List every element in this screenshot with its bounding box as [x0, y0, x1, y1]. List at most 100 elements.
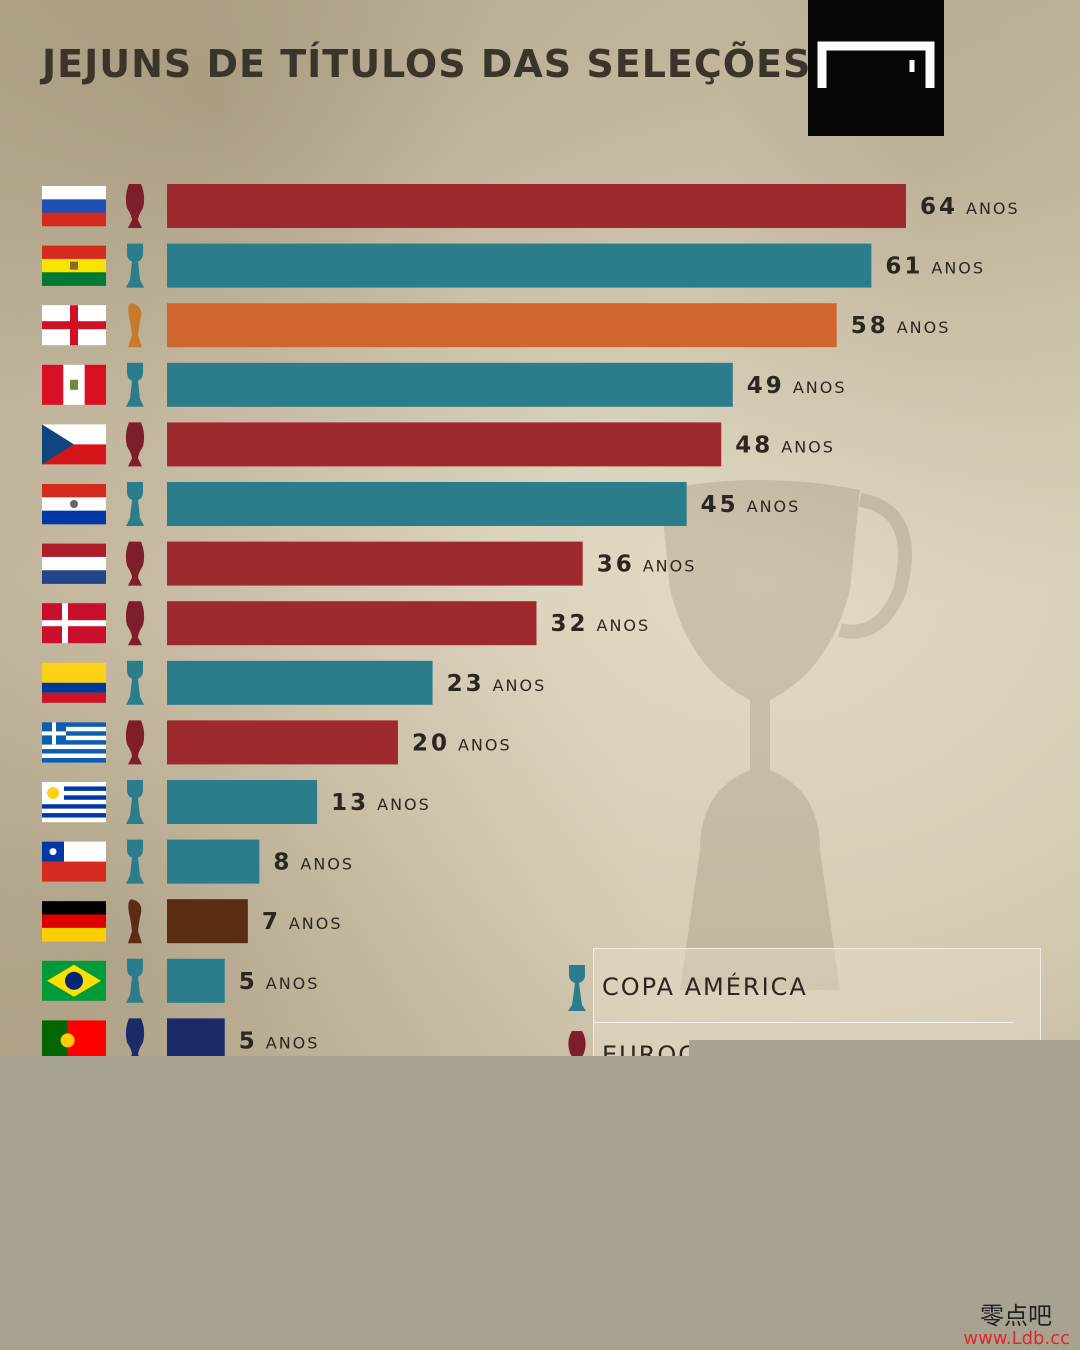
bar-value-label: 58 ANOS: [851, 313, 951, 339]
peru-flag: [42, 364, 106, 405]
bar-value: 32: [551, 611, 589, 637]
euro-trophy-icon: [125, 541, 145, 586]
bar: [167, 899, 248, 944]
bar-value: 5: [239, 1028, 258, 1054]
chile-flag: [42, 841, 106, 882]
copa-america-trophy-icon: [126, 660, 144, 705]
bar: [167, 720, 398, 765]
watermark-chinese: 零点吧: [980, 1302, 1052, 1330]
copa-america-trophy-icon: [126, 839, 144, 884]
bar: [167, 362, 733, 407]
copa-america-trophy-icon: [126, 780, 144, 824]
bar: [167, 780, 318, 824]
russia-flag: [42, 186, 106, 227]
bar: [167, 660, 433, 705]
bar-unit: ANOS: [300, 855, 354, 874]
copa-america-trophy-icon: [568, 965, 586, 1011]
bar-value: 13: [331, 790, 369, 816]
copa-america-trophy-icon: [126, 482, 144, 526]
colombia-flag: [42, 662, 106, 703]
chart-row: 32 ANOS: [42, 601, 651, 646]
bar-value-label: 48 ANOS: [735, 432, 835, 458]
bar-value: 23: [447, 671, 485, 697]
chart-row: 5 ANOS: [42, 958, 320, 1003]
chart-row: 20 ANOS: [42, 720, 512, 765]
uruguay-flag: [42, 782, 106, 823]
bar-value: 58: [851, 313, 889, 339]
bar-unit: ANOS: [289, 914, 343, 933]
bar: [167, 601, 537, 646]
bar-value-label: 7 ANOS: [262, 909, 343, 935]
czech-flag: [42, 424, 106, 465]
greece-flag: [42, 722, 106, 763]
bar-unit: ANOS: [643, 557, 697, 576]
bar-unit: ANOS: [897, 318, 951, 337]
bar-unit: ANOS: [266, 974, 320, 993]
bar-unit: ANOS: [966, 199, 1020, 218]
bar-unit: ANOS: [793, 378, 847, 397]
bar: [167, 541, 583, 586]
brazil-flag: [42, 960, 106, 1001]
euro-trophy-icon: [568, 1031, 586, 1077]
euro-trophy-icon: [125, 422, 145, 467]
chart-row: 58 ANOS: [42, 303, 951, 348]
bar-value: 64: [920, 194, 958, 220]
world-cup-trophy-icon: [128, 303, 142, 348]
bar: [167, 839, 260, 884]
bar-unit: ANOS: [931, 259, 985, 278]
bar-unit: ANOS: [781, 437, 835, 456]
bar-unit: ANOS: [458, 735, 512, 754]
chart-row: 5 ANOS: [42, 1018, 320, 1056]
bar: [167, 422, 722, 467]
bar: [167, 243, 872, 288]
bar-unit: ANOS: [597, 616, 651, 635]
bar-value: 48: [735, 432, 773, 458]
bar-value: 8: [273, 850, 292, 876]
goal-icon: [817, 41, 935, 88]
euro-trophy-icon: [125, 1018, 145, 1056]
bar-value: 45: [701, 492, 739, 518]
bar: [167, 482, 687, 526]
chart-row: 23 ANOS: [42, 660, 547, 705]
bar-value-label: 23 ANOS: [447, 671, 547, 697]
goal-logo: [808, 0, 944, 136]
chart-row: 13 ANOS: [42, 780, 429, 824]
bar-value-label: 5 ANOS: [239, 1028, 320, 1054]
bar-unit: ANOS: [266, 1033, 320, 1052]
euro-trophy-icon: [125, 184, 145, 228]
copa-america-trophy-icon: [126, 958, 144, 1003]
bar-unit: ANOS: [747, 497, 801, 516]
bar-value-label: 45 ANOS: [701, 492, 801, 518]
euro-trophy-icon: [125, 601, 145, 646]
bar-unit: ANOS: [493, 676, 547, 695]
germany-flag: [42, 901, 106, 942]
bar-value: 20: [412, 730, 450, 756]
bar-value-label: 32 ANOS: [551, 611, 651, 637]
world-cup-trophy-icon: [128, 899, 142, 944]
bar-value: 61: [885, 254, 923, 280]
euro-trophy-icon: [125, 720, 145, 765]
chart-row: 49 ANOS: [42, 362, 847, 407]
bar-value-label: 49 ANOS: [747, 373, 847, 399]
bolivia-flag: [42, 245, 106, 286]
bar-value: 5: [239, 969, 258, 995]
bar-value-label: 5 ANOS: [239, 969, 320, 995]
chart-row: 48 ANOS: [42, 422, 835, 467]
portugal-flag: [42, 1020, 106, 1056]
copa-america-trophy-icon: [126, 362, 144, 407]
bar: [167, 303, 837, 348]
watermark-url: www.Ldb.cc: [963, 1328, 1070, 1349]
chart-title: JEJUNS DE TÍTULOS DAS SELEÇÕES: [42, 42, 812, 86]
paraguay-flag: [42, 484, 106, 525]
overlay-notch: [689, 1040, 1080, 1060]
bar-value: 36: [597, 552, 635, 578]
england-flag: [42, 305, 106, 346]
bar: [167, 958, 225, 1003]
bar-value: 49: [747, 373, 785, 399]
bar-value-label: 64 ANOS: [920, 194, 1020, 220]
trophy-watermark: [660, 480, 912, 990]
bar: [167, 184, 906, 228]
denmark-flag: [42, 603, 106, 644]
netherlands-flag: [42, 543, 106, 584]
